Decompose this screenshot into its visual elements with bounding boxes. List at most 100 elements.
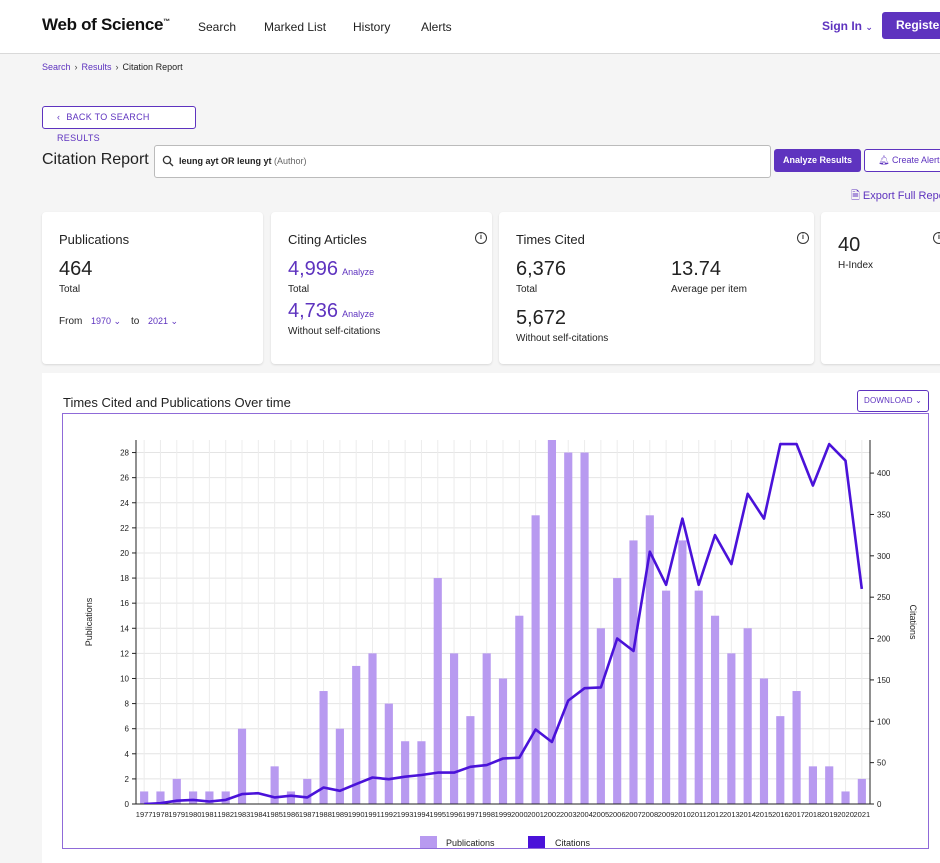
x-tick-label: 1987: [299, 810, 316, 819]
chevron-down-icon: ⌄: [915, 396, 923, 405]
register-button[interactable]: Register: [882, 12, 940, 39]
publications-total-label: Total: [59, 284, 81, 295]
x-tick-label: 2009: [658, 810, 675, 819]
publications-bar: [629, 540, 638, 804]
y-right-tick-label: 200: [877, 635, 891, 644]
publications-bar: [727, 653, 736, 804]
x-tick-label: 1991: [364, 810, 381, 819]
x-tick-label: 1993: [397, 810, 414, 819]
x-tick-label: 2010: [674, 810, 691, 819]
publications-bar: [678, 540, 687, 804]
search-query-text: leung ayt OR leung yt: [179, 156, 272, 166]
publications-bar: [580, 452, 589, 804]
nav-alerts[interactable]: Alerts: [421, 20, 452, 34]
sign-in-button[interactable]: Sign In ⌄: [822, 19, 873, 33]
y-tick-label: 22: [120, 524, 129, 533]
x-tick-label: 1992: [380, 810, 397, 819]
search-field-label: (Author): [274, 156, 307, 166]
analyze-results-button[interactable]: Analyze Results: [774, 149, 861, 172]
h-index-card: 40 H-Index i: [821, 212, 940, 364]
x-tick-label: 2016: [772, 810, 789, 819]
back-to-search-results-button[interactable]: ‹ BACK TO SEARCH RESULTS: [42, 106, 196, 143]
x-tick-label: 1998: [478, 810, 495, 819]
x-tick-label: 2011: [691, 810, 707, 819]
chevron-down-icon: ⌄: [111, 316, 122, 326]
citing-total-value[interactable]: 4,996: [288, 258, 339, 280]
x-tick-label: 1999: [495, 810, 512, 819]
publications-bar: [808, 766, 817, 804]
to-year-select[interactable]: 2021 ⌄: [148, 316, 179, 326]
x-tick-label: 2002: [544, 810, 561, 819]
x-tick-label: 2019: [821, 810, 838, 819]
create-alert-button[interactable]: 🔔︎ Create Alert: [864, 149, 940, 172]
publications-bar: [613, 578, 622, 804]
export-full-report-button[interactable]: 🗎 Export Full Report: [851, 190, 940, 202]
y-tick-label: 6: [125, 725, 130, 734]
y-tick-label: 18: [120, 574, 129, 583]
publications-bar: [466, 716, 475, 804]
info-icon[interactable]: i: [475, 232, 487, 244]
citing-total-row: 4,996 Analyze: [288, 258, 374, 281]
x-tick-label: 2014: [739, 810, 756, 819]
nav-marked-list[interactable]: Marked List: [264, 20, 327, 34]
y-tick-label: 24: [120, 499, 129, 508]
legend-swatch-publications: [420, 836, 437, 848]
breadcrumb-search[interactable]: Search: [42, 62, 71, 72]
publications-bar: [417, 741, 426, 804]
y-right-tick-label: 250: [877, 593, 891, 602]
analyze-citing-without-link[interactable]: Analyze: [342, 309, 375, 319]
publications-bar: [694, 590, 703, 804]
analyze-citing-link[interactable]: Analyze: [342, 267, 375, 277]
y-tick-label: 20: [120, 549, 129, 558]
y-tick-label: 12: [120, 649, 129, 658]
x-tick-label: 1994: [413, 810, 430, 819]
publications-bar: [792, 691, 801, 804]
publications-bar: [140, 791, 149, 804]
x-tick-label: 2017: [788, 810, 805, 819]
times-cited-without-label: Without self-citations: [516, 333, 609, 344]
web-of-science-logo[interactable]: Web of Science™: [42, 15, 170, 34]
x-tick-label: 1995: [429, 810, 446, 819]
x-tick-label: 2008: [641, 810, 658, 819]
y-tick-label: 4: [125, 750, 130, 759]
publications-bar: [319, 691, 328, 804]
breadcrumb-results[interactable]: Results: [81, 62, 112, 72]
publications-bar: [286, 791, 296, 804]
times-cited-publications-chart: 0246810121416182022242628050100150200250…: [84, 440, 918, 848]
search-query-field[interactable]: leung ayt OR leung yt (Author): [154, 145, 771, 178]
nav-search[interactable]: Search: [198, 20, 237, 34]
times-cited-total-value: 6,376: [516, 258, 567, 280]
x-tick-label: 1980: [185, 810, 202, 819]
publications-total-value: 464: [59, 258, 93, 280]
times-cited-without-value: 5,672: [516, 307, 567, 329]
publications-bar: [482, 653, 491, 804]
x-tick-label: 1981: [201, 810, 218, 819]
chevron-left-icon: ‹: [57, 112, 61, 122]
y-right-tick-label: 350: [877, 510, 891, 519]
y-tick-label: 10: [120, 674, 129, 683]
x-tick-label: 1996: [446, 810, 463, 819]
nav-history[interactable]: History: [353, 20, 391, 34]
publications-bar: [710, 615, 720, 804]
legend-swatch-citations: [528, 836, 545, 848]
download-button[interactable]: DOWNLOAD ⌄: [857, 390, 929, 412]
from-year-select[interactable]: 1970 ⌄: [91, 316, 122, 326]
y-right-tick-label: 400: [877, 469, 891, 478]
y-tick-label: 8: [125, 700, 130, 709]
citing-without-value[interactable]: 4,736: [288, 300, 339, 322]
times-cited-card: Times Cited i 6,376 Total 13.74 Average …: [499, 212, 814, 364]
h-index-label: H-Index: [838, 260, 874, 271]
publications-bar: [270, 766, 279, 804]
y-tick-label: 2: [125, 775, 130, 784]
search-icon: [162, 155, 174, 167]
from-label: From: [59, 316, 83, 327]
x-tick-label: 1984: [250, 810, 267, 819]
y-right-tick-label: 150: [877, 676, 891, 685]
x-tick-label: 2020: [837, 810, 854, 819]
top-navigation-bar: Web of Science™ Search Marked List Histo…: [0, 0, 940, 54]
info-icon[interactable]: i: [933, 232, 940, 244]
x-tick-label: 2003: [560, 810, 577, 819]
to-label: to: [131, 316, 140, 327]
info-icon[interactable]: i: [797, 232, 809, 244]
legend-label-publications: Publications: [446, 838, 495, 848]
